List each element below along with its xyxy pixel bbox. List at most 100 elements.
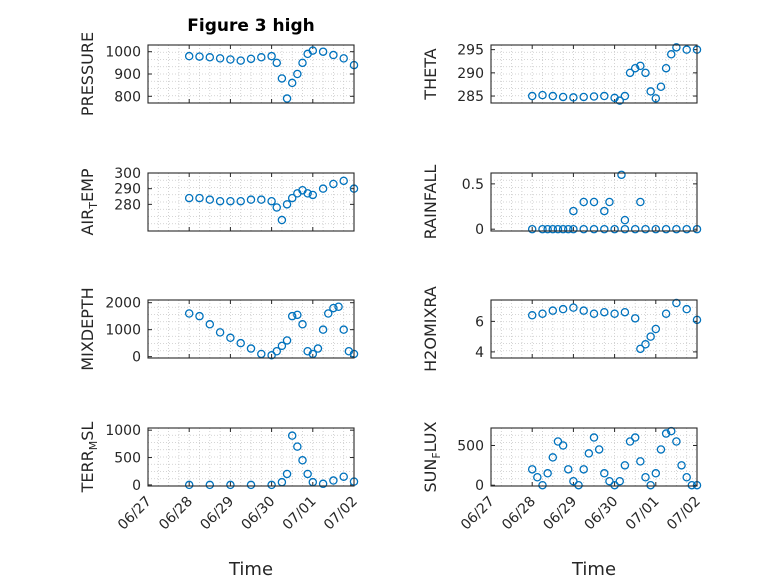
figure-title: Figure 3 high	[187, 16, 315, 36]
data-point	[630, 63, 640, 73]
data-point	[558, 441, 568, 450]
y-tick-label: 280	[114, 197, 141, 213]
y-tick-label: 6	[475, 314, 484, 330]
data-point	[589, 309, 599, 318]
data-point	[615, 476, 625, 486]
data-point	[318, 47, 328, 56]
data-point	[215, 196, 225, 206]
data-point	[205, 320, 215, 329]
y-tick-label: 300	[114, 166, 141, 182]
data-point	[533, 473, 542, 482]
y-axis-label: MIXDEPTH	[78, 287, 97, 370]
data-point	[646, 480, 655, 490]
y-axis-label: RAINFALL	[421, 165, 440, 240]
data-point	[246, 344, 256, 353]
y-tick-label: 1000	[105, 45, 141, 61]
y-tick-label: 4	[475, 345, 484, 361]
y-axis-label: AIRTEMP	[78, 168, 100, 235]
data-point	[636, 457, 645, 466]
y-axis-label-main: H2OMIXRA	[421, 286, 440, 372]
data-point	[579, 197, 588, 207]
data-point	[339, 472, 348, 481]
axes-frame	[147, 299, 355, 359]
data-point	[236, 338, 245, 348]
data-point	[303, 189, 312, 198]
axes-frame	[490, 299, 698, 359]
data-point	[630, 433, 640, 442]
data-point	[625, 68, 635, 78]
series-markers	[527, 298, 702, 354]
data-point	[672, 43, 681, 52]
data-point	[651, 94, 661, 103]
data-point	[538, 309, 547, 318]
data-point	[661, 429, 671, 438]
data-point	[246, 54, 256, 64]
y-axis-label-subscript: T	[87, 202, 100, 210]
data-point	[661, 63, 671, 73]
data-point	[277, 341, 287, 351]
data-point	[329, 179, 338, 189]
axes-frame	[490, 172, 698, 232]
data-point	[257, 195, 266, 204]
data-point	[287, 78, 297, 88]
data-point	[329, 476, 338, 485]
data-point	[329, 50, 338, 60]
y-axis-label-main: PRESSURE	[78, 32, 97, 116]
axes-frame	[147, 44, 355, 104]
data-point	[617, 170, 626, 180]
data-point	[277, 215, 287, 225]
data-point	[651, 469, 661, 478]
y-axis-label-main: SUN	[421, 459, 440, 493]
y-axis-label-end: LUX	[421, 421, 440, 452]
axes-frame	[490, 44, 698, 104]
data-point	[641, 340, 650, 349]
y-axis-label-end: SL	[78, 422, 97, 441]
y-tick-label: 285	[457, 89, 484, 105]
data-point	[184, 51, 194, 61]
data-point	[205, 195, 215, 204]
data-point	[538, 480, 547, 490]
data-point	[287, 193, 297, 203]
subplot-rainfall: 0 0.5 RAINFALL	[421, 165, 702, 240]
subplot-h2omixra: 4 6 H2OMIXRA	[421, 286, 702, 372]
data-point	[569, 93, 578, 102]
data-point	[527, 91, 537, 101]
y-tick-label: 500	[457, 438, 484, 454]
series-markers	[527, 170, 702, 234]
data-point	[600, 469, 609, 478]
data-point	[594, 445, 604, 454]
data-point	[661, 224, 671, 234]
data-point	[184, 193, 194, 203]
data-point	[308, 190, 318, 200]
data-point	[620, 307, 630, 317]
data-point	[630, 224, 640, 234]
data-point	[298, 58, 307, 68]
data-point	[548, 306, 558, 315]
data-point	[184, 309, 194, 318]
data-point	[677, 461, 686, 470]
y-tick-label: 0	[132, 478, 141, 494]
axes-frame	[490, 427, 698, 487]
data-point	[687, 480, 697, 490]
data-point	[293, 310, 302, 320]
data-point	[538, 224, 547, 234]
subplot-theta: 285 290 295 THETA	[421, 43, 702, 105]
data-point	[646, 332, 655, 341]
data-point	[543, 224, 552, 234]
x-axis-label-left: Time	[228, 559, 273, 580]
data-point	[579, 465, 588, 474]
data-point	[308, 46, 318, 55]
series-markers	[184, 431, 359, 490]
data-point	[682, 304, 691, 314]
y-tick-label: 800	[114, 89, 141, 105]
data-point	[527, 311, 537, 320]
y-axis-label-main: THETA	[421, 48, 440, 100]
data-point	[620, 461, 630, 470]
data-point	[195, 311, 204, 321]
data-point	[579, 224, 588, 234]
data-point	[636, 61, 645, 71]
data-point	[272, 58, 281, 68]
data-point	[339, 176, 348, 186]
y-tick-label: 0	[475, 222, 484, 238]
